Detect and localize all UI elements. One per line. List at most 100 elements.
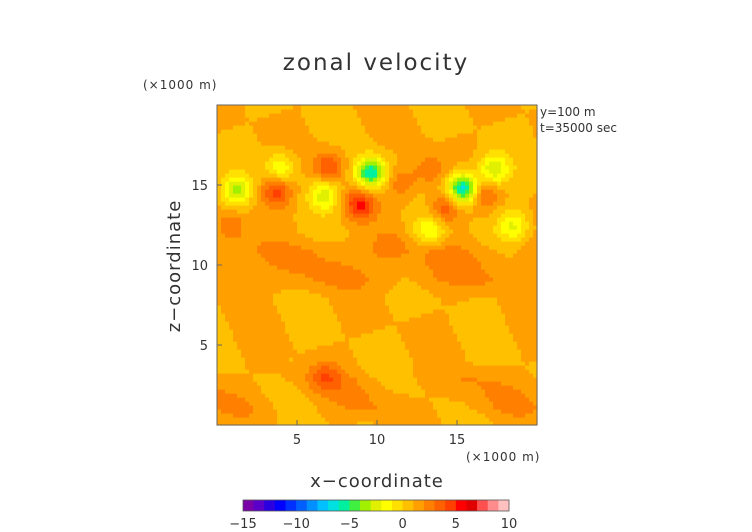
field-cell bbox=[469, 189, 474, 194]
field-cell bbox=[301, 317, 306, 322]
field-cell bbox=[473, 209, 478, 214]
field-cell bbox=[317, 329, 322, 334]
field-cell bbox=[477, 213, 482, 218]
field-cell bbox=[281, 285, 286, 290]
field-cell bbox=[405, 193, 410, 198]
field-cell bbox=[301, 301, 306, 306]
field-cell bbox=[293, 213, 298, 218]
field-cell bbox=[409, 349, 414, 354]
field-cell bbox=[429, 397, 434, 402]
field-cell bbox=[401, 185, 406, 190]
field-cell bbox=[489, 273, 494, 278]
field-cell bbox=[429, 289, 434, 294]
field-cell bbox=[509, 313, 514, 318]
field-cell bbox=[349, 297, 354, 302]
field-cell bbox=[257, 401, 262, 406]
field-cell bbox=[517, 213, 522, 218]
field-cell bbox=[525, 221, 530, 226]
field-cell bbox=[325, 305, 330, 310]
field-cell bbox=[429, 349, 434, 354]
field-cell bbox=[217, 313, 222, 318]
field-cell bbox=[525, 293, 530, 298]
field-cell bbox=[309, 237, 314, 242]
field-cell bbox=[533, 181, 538, 186]
field-cell bbox=[249, 245, 254, 250]
field-cell bbox=[453, 281, 458, 286]
field-cell bbox=[381, 221, 386, 226]
field-cell bbox=[477, 221, 482, 226]
field-cell bbox=[229, 417, 234, 422]
field-cell bbox=[265, 397, 270, 402]
field-cell bbox=[505, 241, 510, 246]
field-cell bbox=[289, 305, 294, 310]
field-cell bbox=[221, 349, 226, 354]
field-cell bbox=[481, 421, 486, 426]
field-cell bbox=[297, 237, 302, 242]
field-cell bbox=[413, 413, 418, 418]
field-cell bbox=[397, 185, 402, 190]
field-cell bbox=[425, 333, 430, 338]
field-cell bbox=[349, 209, 354, 214]
field-cell bbox=[481, 321, 486, 326]
field-cell bbox=[349, 309, 354, 314]
field-cell bbox=[297, 245, 302, 250]
field-cell bbox=[393, 361, 398, 366]
field-cell bbox=[341, 221, 346, 226]
field-cell bbox=[293, 249, 298, 254]
field-cell bbox=[465, 205, 470, 210]
field-cell bbox=[373, 421, 378, 426]
field-cell bbox=[377, 377, 382, 382]
field-cell bbox=[457, 421, 462, 426]
field-cell bbox=[389, 209, 394, 214]
field-cell bbox=[401, 365, 406, 370]
field-cell bbox=[429, 325, 434, 330]
field-cell bbox=[465, 377, 470, 382]
field-cell bbox=[477, 409, 482, 414]
field-cell bbox=[529, 321, 534, 326]
field-cell bbox=[369, 269, 374, 274]
field-cell bbox=[373, 193, 378, 198]
field-cell bbox=[337, 173, 342, 178]
field-cell bbox=[469, 197, 474, 202]
field-cell bbox=[389, 289, 394, 294]
field-cell bbox=[493, 333, 498, 338]
field-cell bbox=[497, 253, 502, 258]
field-cell bbox=[261, 209, 266, 214]
field-cell bbox=[485, 381, 490, 386]
field-cell bbox=[365, 309, 370, 314]
field-cell bbox=[241, 213, 246, 218]
field-cell bbox=[289, 213, 294, 218]
field-cell bbox=[409, 289, 414, 294]
field-cell bbox=[361, 321, 366, 326]
field-cell bbox=[297, 293, 302, 298]
field-cell bbox=[329, 173, 334, 178]
field-cell bbox=[357, 193, 362, 198]
field-cell bbox=[345, 249, 350, 254]
field-cell bbox=[429, 401, 434, 406]
field-cell bbox=[413, 337, 418, 342]
field-cell bbox=[285, 209, 290, 214]
field-cell bbox=[445, 377, 450, 382]
field-cell bbox=[529, 357, 534, 362]
field-cell bbox=[357, 301, 362, 306]
field-cell bbox=[493, 385, 498, 390]
field-cell bbox=[293, 193, 298, 198]
field-cell bbox=[425, 201, 430, 206]
field-cell bbox=[293, 393, 298, 398]
field-cell bbox=[345, 377, 350, 382]
field-cell bbox=[237, 293, 242, 298]
field-cell bbox=[425, 181, 430, 186]
field-cell bbox=[465, 269, 470, 274]
field-cell bbox=[281, 417, 286, 422]
field-cell bbox=[261, 417, 266, 422]
field-cell bbox=[449, 349, 454, 354]
field-cell bbox=[429, 357, 434, 362]
field-cell bbox=[417, 409, 422, 414]
field-cell bbox=[533, 269, 538, 274]
field-cell bbox=[265, 353, 270, 358]
field-cell bbox=[425, 421, 430, 426]
field-cell bbox=[293, 325, 298, 330]
field-cell bbox=[353, 261, 358, 266]
field-cell bbox=[381, 189, 386, 194]
field-cell bbox=[453, 221, 458, 226]
